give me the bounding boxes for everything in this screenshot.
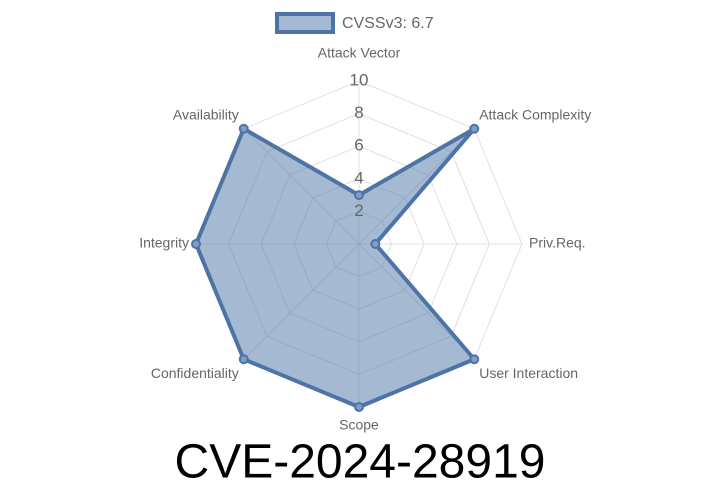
axis-label: Attack Complexity — [479, 106, 591, 122]
point — [191, 239, 201, 249]
chart-title: CVE-2024-28919 — [175, 436, 546, 489]
axis-label: Confidentiality — [151, 365, 239, 381]
point — [238, 354, 249, 365]
point — [469, 354, 480, 365]
axis-label: Integrity — [139, 235, 189, 251]
point — [354, 402, 364, 412]
r-tick-label: 2 — [354, 201, 363, 220]
point — [354, 190, 364, 201]
axis-label: User Interaction — [479, 365, 578, 381]
point — [469, 123, 480, 134]
point — [238, 123, 249, 134]
r-tick-label: 6 — [354, 136, 363, 155]
r-tick-label: 10 — [350, 70, 369, 89]
axis-label: Scope — [339, 417, 379, 433]
r-tick-label: 8 — [354, 103, 363, 122]
axis-label: Attack Vector — [318, 45, 401, 61]
legend-label: CVSSv3: 6.7 — [342, 15, 434, 32]
axis-label: Priv.Req. — [529, 235, 586, 251]
axis-label: Availability — [173, 106, 239, 122]
legend-swatch — [275, 12, 335, 34]
r-tick-label: 4 — [354, 168, 363, 187]
point — [370, 239, 381, 249]
